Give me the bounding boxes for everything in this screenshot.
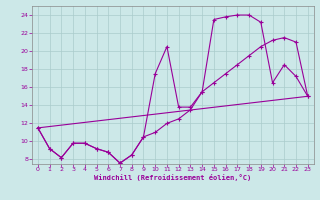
X-axis label: Windchill (Refroidissement éolien,°C): Windchill (Refroidissement éolien,°C) xyxy=(94,174,252,181)
